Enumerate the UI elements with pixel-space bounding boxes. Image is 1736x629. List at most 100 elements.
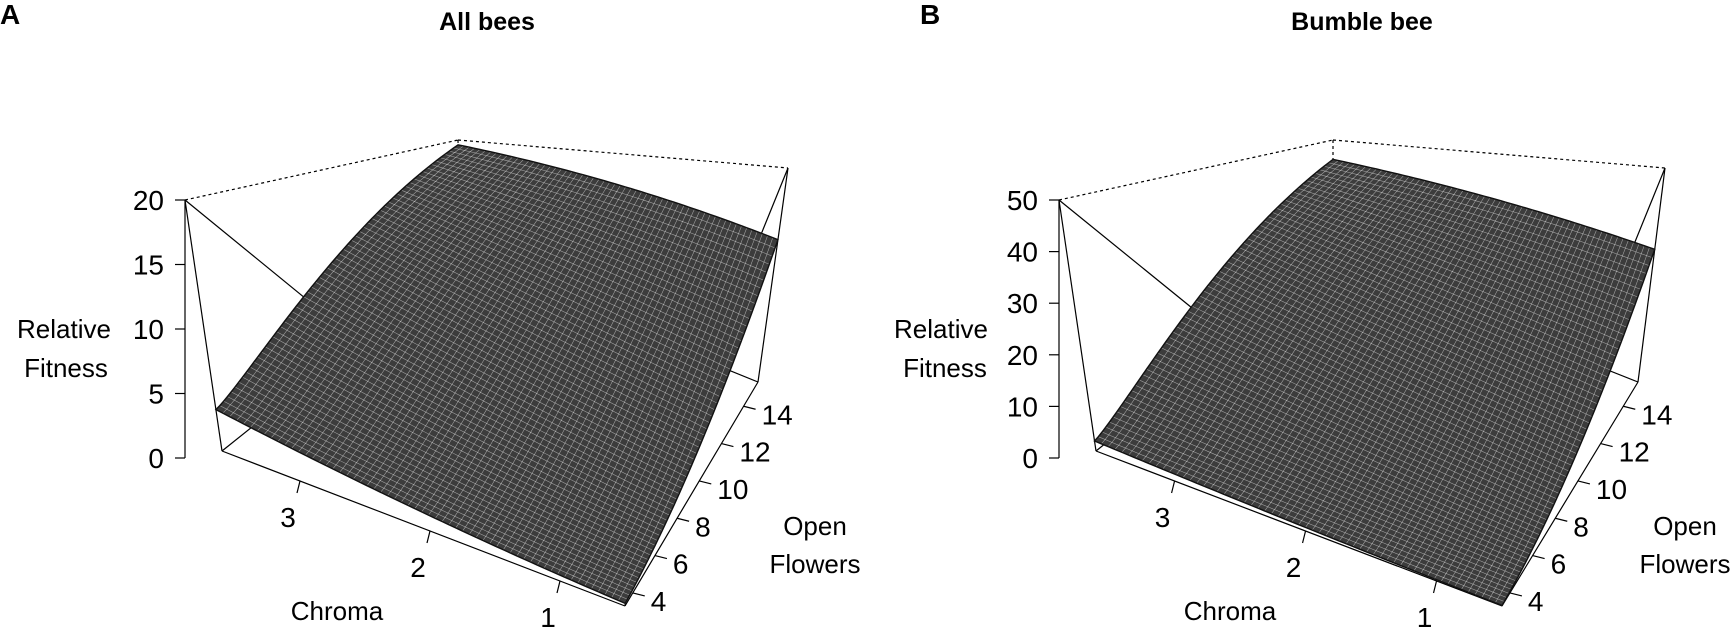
z-axis-title-b-line2: Fitness	[903, 353, 987, 383]
mesh-line	[257, 356, 651, 556]
panel-b-bumble-bee: B Bumble bee Relative Fitness Chroma Ope…	[894, 0, 1730, 629]
mesh-line	[227, 396, 633, 592]
y-tick-label: 10	[717, 474, 748, 505]
box-edge	[624, 381, 759, 607]
surface-mesh	[1093, 158, 1656, 607]
z-tick-label: 0	[1022, 443, 1038, 474]
mesh-line	[327, 267, 695, 460]
mesh-line	[335, 258, 700, 448]
mesh-line	[231, 391, 635, 587]
mesh-line	[1191, 305, 1565, 483]
x-tick-mark	[1301, 530, 1307, 544]
mesh-line	[1180, 321, 1557, 500]
mesh-line	[311, 286, 685, 483]
mesh-line	[246, 371, 644, 570]
box-hidden-edge	[1058, 139, 1334, 201]
mesh-line	[1165, 342, 1547, 521]
x-tick-mark	[296, 480, 301, 494]
mesh-line	[1142, 374, 1533, 550]
mesh-line	[1187, 310, 1562, 489]
y-tick-label: 6	[673, 549, 689, 580]
y-tick-label: 4	[1528, 586, 1544, 617]
mesh-line	[1302, 184, 1636, 305]
mesh-line	[380, 209, 729, 377]
mesh-line	[295, 306, 675, 505]
mesh-line	[1131, 390, 1526, 564]
mesh-line	[401, 189, 742, 342]
mesh-line	[1328, 162, 1652, 258]
z-axis-title-a-line1: Relative	[17, 314, 111, 344]
mesh-line	[1247, 238, 1600, 398]
x-tick-mark	[426, 530, 431, 544]
z-tick-label: 10	[1007, 391, 1038, 422]
mesh-line	[1231, 256, 1590, 424]
mesh-line	[355, 235, 713, 417]
mesh-line	[396, 193, 739, 349]
z-tick-label: 5	[148, 379, 164, 410]
mesh-line	[1223, 266, 1585, 436]
mesh-line	[375, 214, 726, 384]
y-tick-label: 6	[1551, 549, 1567, 580]
x-tick-label: 3	[280, 502, 296, 533]
mesh-line	[299, 301, 677, 500]
panel-a-all-bees: A All bees Relative Fitness Chroma Open …	[0, 0, 861, 629]
mesh-line	[1324, 165, 1650, 266]
mesh-line	[1315, 173, 1644, 282]
x-tick-mark	[1432, 580, 1438, 594]
mesh-line	[1306, 180, 1638, 298]
mesh-line	[1176, 326, 1555, 505]
x-tick-label: 1	[540, 602, 556, 629]
mesh-line	[440, 157, 767, 273]
y-axis-title-b-line1: Open	[1653, 511, 1717, 541]
box-edge	[1501, 381, 1639, 607]
mesh-line	[1101, 431, 1507, 598]
mesh-line	[276, 331, 663, 531]
box-edge	[184, 199, 223, 452]
mesh-line	[409, 182, 748, 327]
mesh-line	[219, 405, 628, 600]
mesh-line	[1135, 385, 1528, 559]
y-axis-title-a-line1: Open	[783, 511, 847, 541]
y-tick-mark	[1577, 480, 1591, 485]
mesh-line	[315, 281, 687, 478]
mesh-line	[1127, 395, 1523, 568]
mesh-line	[249, 366, 646, 565]
x-tick-mark	[1170, 480, 1176, 494]
mesh-line	[1211, 280, 1577, 454]
y-tick-mark	[676, 517, 690, 522]
mesh-line	[427, 167, 759, 297]
mesh-line	[280, 326, 665, 526]
mesh-line	[307, 291, 682, 489]
mesh-line	[431, 164, 761, 289]
box-edge	[1095, 450, 1503, 607]
mesh-line	[1120, 406, 1519, 577]
z-tick-label: 0	[148, 443, 164, 474]
y-tick-label: 14	[762, 399, 793, 430]
mesh-line	[1124, 401, 1521, 573]
mesh-line	[1098, 436, 1505, 602]
mesh-line	[1272, 212, 1616, 357]
mesh-line	[1263, 220, 1611, 371]
z-tick-label: 20	[133, 185, 164, 216]
mesh-line	[343, 249, 705, 436]
surface-mesh	[214, 144, 779, 605]
mesh-line	[265, 346, 656, 546]
mesh-line	[339, 253, 702, 442]
z-tick-label: 40	[1007, 237, 1038, 268]
mesh-line	[1297, 187, 1633, 313]
mesh-line	[261, 351, 653, 551]
panel-letter-a: A	[0, 0, 20, 30]
y-tick-mark	[1532, 555, 1545, 560]
z-tick-label: 10	[133, 314, 164, 345]
box-edge	[1637, 167, 1666, 383]
y-tick-mark	[1623, 405, 1636, 410]
mesh-line	[1310, 176, 1641, 290]
mesh-line	[1239, 247, 1595, 411]
y-tick-mark	[632, 592, 645, 597]
mesh-line	[323, 272, 692, 466]
y-axis-title-b-line2: Flowers	[1639, 549, 1730, 579]
z-tick-label: 15	[133, 250, 164, 281]
mesh-line	[1268, 216, 1614, 364]
mesh-line	[1157, 352, 1542, 531]
mesh-line	[291, 311, 673, 511]
